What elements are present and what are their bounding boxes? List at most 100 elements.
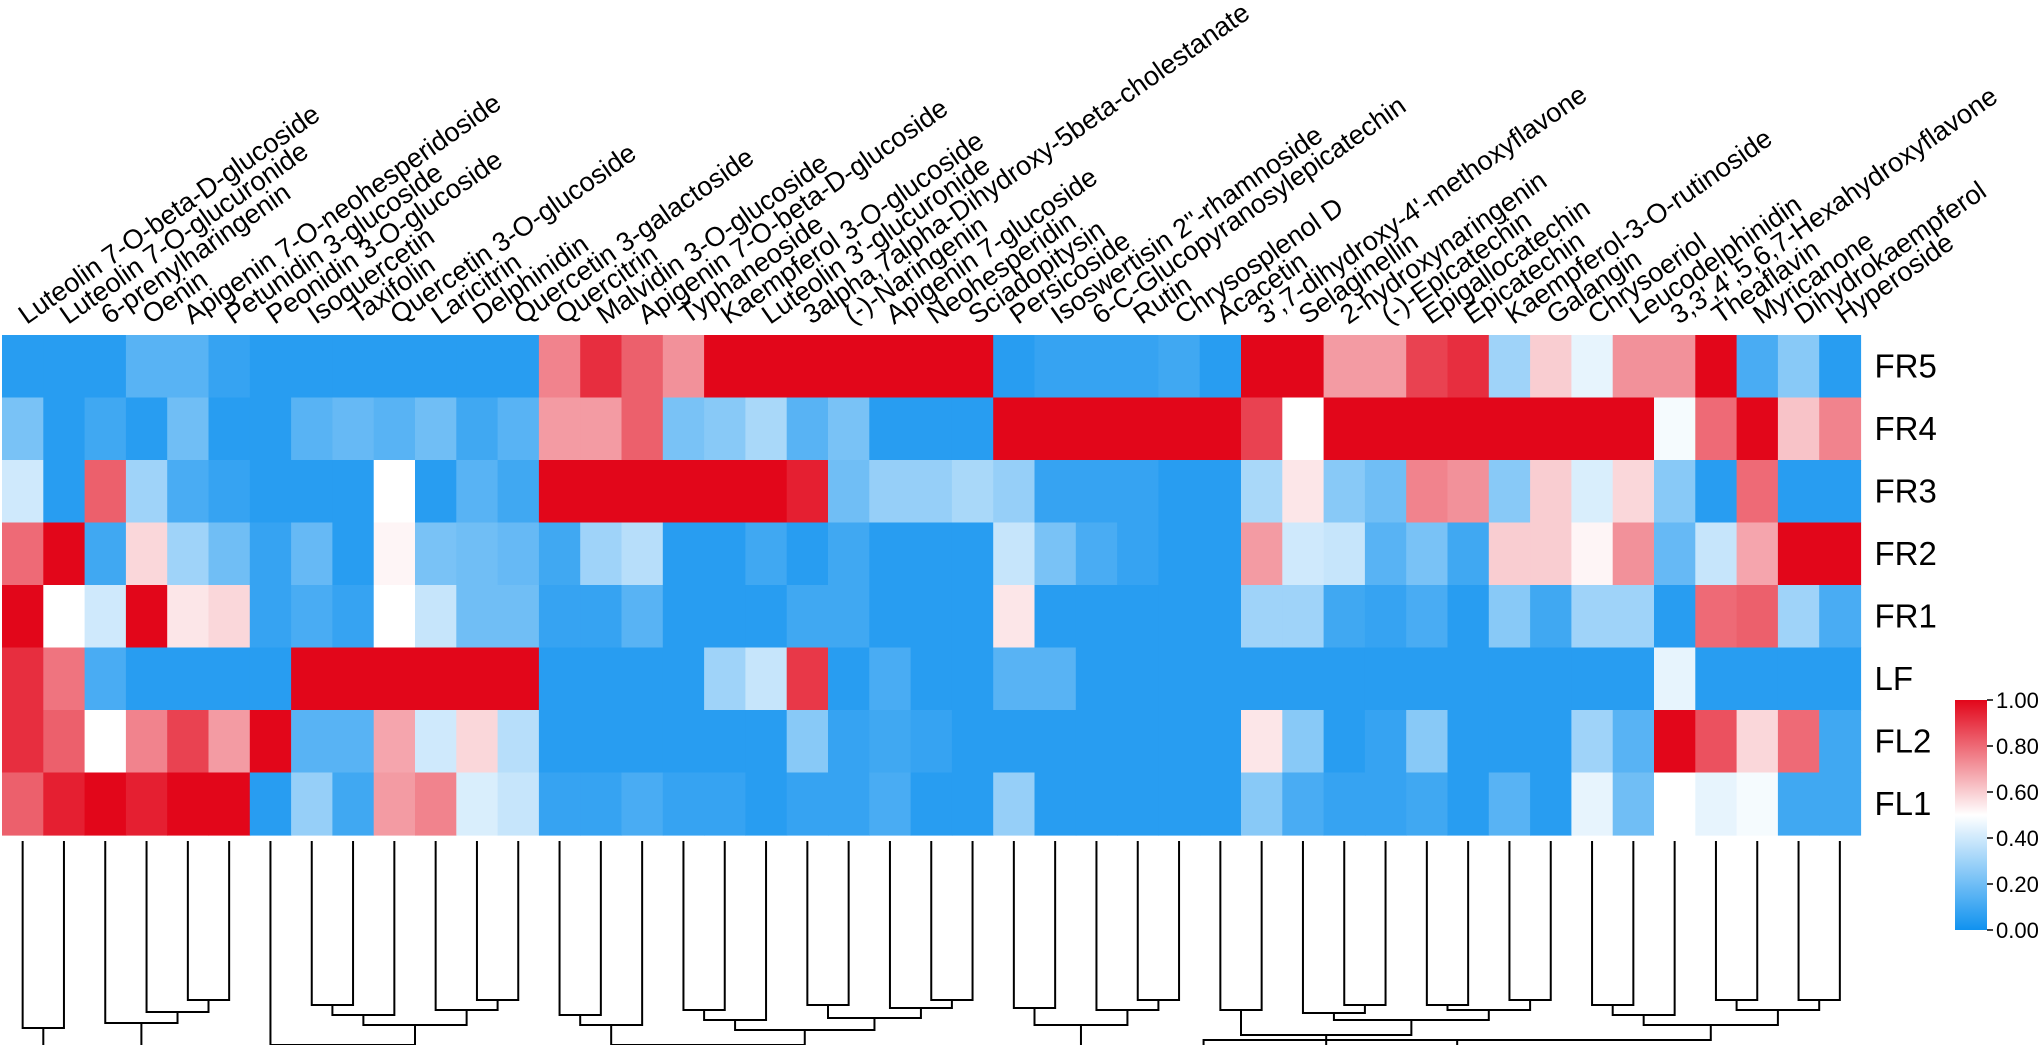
heatmap-cell (1447, 647, 1490, 711)
dendrogram-branch (1332, 1010, 1490, 1021)
dendrogram-branch (610, 1025, 806, 1045)
heatmap-cell (869, 397, 912, 461)
heatmap-cell (993, 335, 1036, 399)
dendrogram-branch (21, 841, 65, 1029)
heatmap-cell (249, 460, 292, 524)
heatmap-cell (662, 710, 705, 774)
heatmap-cell (1406, 647, 1449, 711)
heatmap-cell (869, 772, 912, 836)
heatmap-cell (786, 772, 829, 836)
colorbar-tick-label: 0.00 (1996, 918, 2039, 943)
heatmap-cell (1158, 522, 1201, 586)
heatmap-cell (1612, 522, 1655, 586)
heatmap-cell (828, 772, 870, 836)
heatmap-cell (1612, 397, 1655, 461)
heatmap-cell (249, 710, 292, 774)
heatmap-cell (249, 772, 292, 836)
row-label: FL1 (1875, 785, 1932, 822)
heatmap-cell (1323, 522, 1366, 586)
heatmap-cell (249, 335, 292, 399)
heatmap-cell (1736, 647, 1779, 711)
heatmap-cell (1075, 335, 1118, 399)
heatmap-cell (1323, 460, 1366, 524)
heatmap-cell (415, 647, 457, 711)
heatmap-cell (1571, 335, 1614, 399)
heatmap-cell (910, 522, 953, 586)
heatmap-cell (208, 397, 251, 461)
heatmap-cell (869, 647, 912, 711)
heatmap-cell (43, 335, 86, 399)
heatmap-cell (456, 585, 499, 649)
heatmap-cell (1736, 335, 1779, 399)
dendrogram-branch (1425, 841, 1470, 1006)
heatmap-cell (1736, 522, 1779, 586)
heatmap-cell (704, 772, 746, 836)
heatmap-cell (745, 772, 788, 836)
heatmap-cell (951, 460, 994, 524)
heatmap-cell (332, 460, 375, 524)
heatmap-cell (1530, 647, 1572, 711)
heatmap-cell (1612, 647, 1655, 711)
heatmap-cell (208, 335, 251, 399)
heatmap-cell (1819, 522, 1862, 586)
heatmap-cell (662, 460, 705, 524)
heatmap-cell (1034, 335, 1077, 399)
heatmap-cell (580, 647, 623, 711)
heatmap-cell (1447, 397, 1490, 461)
heatmap-cell (84, 710, 127, 774)
heatmap-cell (497, 397, 540, 461)
heatmap-cell (786, 335, 829, 399)
heatmap-cell (125, 710, 168, 774)
heatmap-cell (1158, 585, 1201, 649)
dendrogram-branch (145, 841, 210, 1013)
heatmap-cell (704, 335, 746, 399)
heatmap-cell (745, 710, 788, 774)
heatmap-cell (1075, 585, 1118, 649)
heatmap-cell (373, 460, 416, 524)
heatmap-cell (1530, 772, 1572, 836)
heatmap-cell (538, 397, 581, 461)
heatmap-cell (704, 522, 746, 586)
heatmap-cell (580, 710, 623, 774)
heatmap-cell (951, 585, 994, 649)
heatmap-cell (291, 460, 333, 524)
heatmap-cell (1571, 772, 1614, 836)
heatmap-cell (1612, 710, 1655, 774)
heatmap-cell (745, 335, 788, 399)
heatmap-cell (662, 647, 705, 711)
heatmap-cell (497, 335, 540, 399)
colorbar-gradient (1955, 700, 1987, 930)
heatmap-cell (662, 522, 705, 586)
heatmap-cell (1571, 585, 1614, 649)
heatmap-cell (704, 585, 746, 649)
heatmap-cell (1612, 460, 1655, 524)
heatmap-cell (1158, 647, 1201, 711)
dendrogram-branch (1012, 841, 1057, 1009)
heatmap-cell (910, 397, 953, 461)
heatmap-cell (125, 772, 168, 836)
heatmap-cell (993, 585, 1036, 649)
dendrogram-branch (1446, 1000, 1532, 1011)
heatmap-cell (1364, 335, 1407, 399)
heatmap-cell (786, 585, 829, 649)
heatmap-cell (951, 710, 994, 774)
heatmap-cell (84, 397, 127, 461)
heatmap-cell (1199, 647, 1242, 711)
heatmap-cell (828, 710, 870, 774)
heatmap-cell (538, 710, 581, 774)
dendrogram-branch (579, 841, 644, 1026)
heatmap-cell (621, 335, 664, 399)
heatmap-cell (745, 647, 788, 711)
heatmap-cell (538, 522, 581, 586)
heatmap-cell (951, 772, 994, 836)
heatmap-cell (1241, 647, 1283, 711)
heatmap-cell (332, 710, 375, 774)
heatmap-cell (662, 397, 705, 461)
heatmap-cell (1075, 710, 1118, 774)
heatmap-cell (125, 397, 168, 461)
heatmap-cell (1695, 460, 1738, 524)
heatmap-cell (1571, 460, 1614, 524)
heatmap-cell (1819, 460, 1862, 524)
dendrogram-branch (310, 841, 355, 1006)
